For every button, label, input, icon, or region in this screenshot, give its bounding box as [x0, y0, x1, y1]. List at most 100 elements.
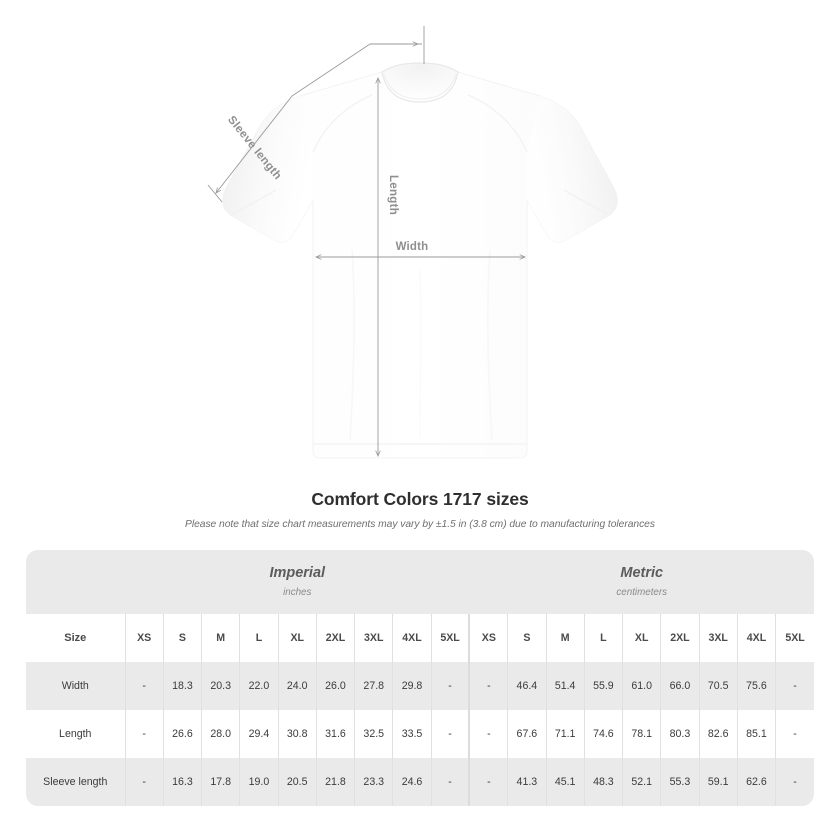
header-size-4xl-imperial: 4XL	[392, 614, 432, 662]
table-row: Sleeve length -16.3 17.8 19.0 20.5 21.8 23.3 24…	[26, 758, 814, 806]
cell-sleeve-length-3xl-imperial: 23.3	[354, 758, 393, 806]
cell-length-3xl-metric: 82.6	[698, 710, 738, 758]
header-size-m-metric: M	[545, 614, 585, 662]
cell-width-xl-metric: 61.0	[622, 662, 661, 710]
unit-banner-metric: Metric centimeters	[469, 550, 814, 614]
cell-width-3xl-metric: 70.5	[698, 662, 738, 710]
cell-length-xs-metric: -	[468, 710, 508, 758]
cell-length-m-imperial: 28.0	[201, 710, 240, 758]
header-size-xs-imperial: XS	[124, 614, 164, 662]
cell-width-2xl-metric: 66.0	[660, 662, 700, 710]
cell-width-xl-imperial: 24.0	[277, 662, 317, 710]
cell-sleeve-length-5xl-imperial: -	[430, 758, 470, 806]
width-label: Width	[396, 241, 429, 253]
cell-width-l-metric: 55.9	[583, 662, 623, 710]
unit-banner-row: Imperial inches Metric centimeters	[26, 550, 814, 614]
cell-width-xs-metric: -	[468, 662, 508, 710]
cell-sleeve-length-s-imperial: 16.3	[162, 758, 202, 806]
cell-length-4xl-metric: 85.1	[736, 710, 776, 758]
cell-width-l-imperial: 22.0	[239, 662, 279, 710]
cell-length-5xl-imperial: -	[430, 710, 470, 758]
header-size-4xl-metric: 4XL	[736, 614, 776, 662]
cell-sleeve-length-xs-imperial: -	[124, 758, 164, 806]
cell-sleeve-length-xl-imperial: 20.5	[277, 758, 317, 806]
cell-length-xs-imperial: -	[124, 710, 164, 758]
cell-sleeve-length-2xl-metric: 55.3	[660, 758, 700, 806]
size-chart-table-wrap: Imperial inches Metric centimeters Size XS S M L…	[26, 550, 814, 806]
cell-width-5xl-metric: -	[775, 662, 814, 710]
header-size-m-imperial: M	[201, 614, 240, 662]
header-size-s-imperial: S	[162, 614, 202, 662]
header-size-xl-imperial: XL	[277, 614, 317, 662]
cell-sleeve-length-3xl-metric: 59.1	[698, 758, 738, 806]
header-size-xs-metric: XS	[468, 614, 508, 662]
header-size-3xl-imperial: 3XL	[354, 614, 393, 662]
cell-width-s-metric: 46.4	[507, 662, 546, 710]
cell-width-s-imperial: 18.3	[162, 662, 202, 710]
cell-length-2xl-imperial: 31.6	[315, 710, 355, 758]
unit-name: Metric	[620, 565, 664, 582]
cell-length-s-metric: 67.6	[507, 710, 546, 758]
cell-sleeve-length-xl-metric: 52.1	[622, 758, 661, 806]
cell-width-xs-imperial: -	[124, 662, 164, 710]
cell-width-4xl-metric: 75.6	[736, 662, 776, 710]
page-title: Comfort Colors 1717 sizes	[311, 489, 529, 509]
tshirt-right-sleeve	[527, 96, 618, 243]
tshirt-collar	[381, 62, 459, 103]
cell-sleeve-length-xs-metric: -	[468, 758, 508, 806]
length-label: Length	[387, 175, 399, 215]
unit-subtitle: centimeters	[616, 586, 668, 598]
cell-length-l-metric: 74.6	[583, 710, 623, 758]
cell-width-2xl-imperial: 26.0	[315, 662, 355, 710]
header-size-5xl-imperial: 5XL	[430, 614, 470, 662]
cell-width-4xl-imperial: 29.8	[392, 662, 432, 710]
cell-length-3xl-imperial: 32.5	[354, 710, 393, 758]
unit-name: Imperial	[269, 565, 326, 582]
cell-sleeve-length-l-metric: 48.3	[583, 758, 623, 806]
cell-length-s-imperial: 26.6	[162, 710, 202, 758]
title-block: Comfort Colors 1717 sizes Please note th…	[0, 489, 840, 530]
table-row: Width -18.3 20.3 22.0 24.0 26.0 27.8 29.8- -46.4…	[26, 662, 814, 710]
unit-subtitle: inches	[283, 586, 312, 598]
header-size-5xl-metric: 5XL	[775, 614, 814, 662]
cell-length-5xl-metric: -	[775, 710, 814, 758]
header-size-2xl-imperial: 2XL	[315, 614, 355, 662]
cell-width-5xl-imperial: -	[430, 662, 470, 710]
header-size-xl-metric: XL	[622, 614, 661, 662]
cell-sleeve-length-m-metric: 45.1	[545, 758, 585, 806]
table-header-row: Size XS S M L XL 2XL 3XL 4XL 5XL XS S M L XL 2XL 3XL 4XL 5…	[26, 614, 814, 662]
sleeve-length-guide	[207, 26, 425, 203]
header-size-l-metric: L	[583, 614, 623, 662]
row-label-width: Width	[26, 662, 126, 710]
cell-length-4xl-imperial: 33.5	[392, 710, 432, 758]
measurement-guides	[207, 26, 525, 456]
header-size-l-imperial: L	[239, 614, 279, 662]
cell-sleeve-length-4xl-imperial: 24.6	[392, 758, 432, 806]
unit-banner-spacer	[26, 550, 126, 614]
header-size-label: Size	[26, 614, 126, 662]
cell-width-3xl-imperial: 27.8	[354, 662, 393, 710]
table-row: Length -26.6 28.0 29.4 30.8 31.6 32.5 33.5- -67.…	[26, 710, 814, 758]
cell-length-2xl-metric: 80.3	[660, 710, 700, 758]
cell-width-m-imperial: 20.3	[201, 662, 240, 710]
header-size-s-metric: S	[507, 614, 546, 662]
tolerance-note: Please note that size chart measurements…	[185, 519, 655, 530]
cell-sleeve-length-m-imperial: 17.8	[201, 758, 240, 806]
cell-length-m-metric: 71.1	[545, 710, 585, 758]
tshirt-illustration	[222, 62, 618, 459]
tshirt-left-sleeve	[222, 96, 313, 243]
cell-sleeve-length-4xl-metric: 62.6	[736, 758, 776, 806]
row-label-length: Length	[26, 710, 126, 758]
size-chart-table: Imperial inches Metric centimeters Size XS S M L…	[26, 550, 814, 806]
cell-width-m-metric: 51.4	[545, 662, 585, 710]
header-size-3xl-metric: 3XL	[698, 614, 738, 662]
header-size-2xl-metric: 2XL	[660, 614, 700, 662]
cell-length-xl-metric: 78.1	[622, 710, 661, 758]
unit-banner-imperial: Imperial inches	[125, 550, 470, 614]
tshirt-diagram: Sleeve length Length Width	[207, 26, 618, 459]
cell-length-xl-imperial: 30.8	[277, 710, 317, 758]
cell-sleeve-length-2xl-imperial: 21.8	[315, 758, 355, 806]
cell-sleeve-length-s-metric: 41.3	[507, 758, 546, 806]
row-label-sleeve-length: Sleeve length	[26, 758, 126, 806]
cell-sleeve-length-l-imperial: 19.0	[239, 758, 279, 806]
